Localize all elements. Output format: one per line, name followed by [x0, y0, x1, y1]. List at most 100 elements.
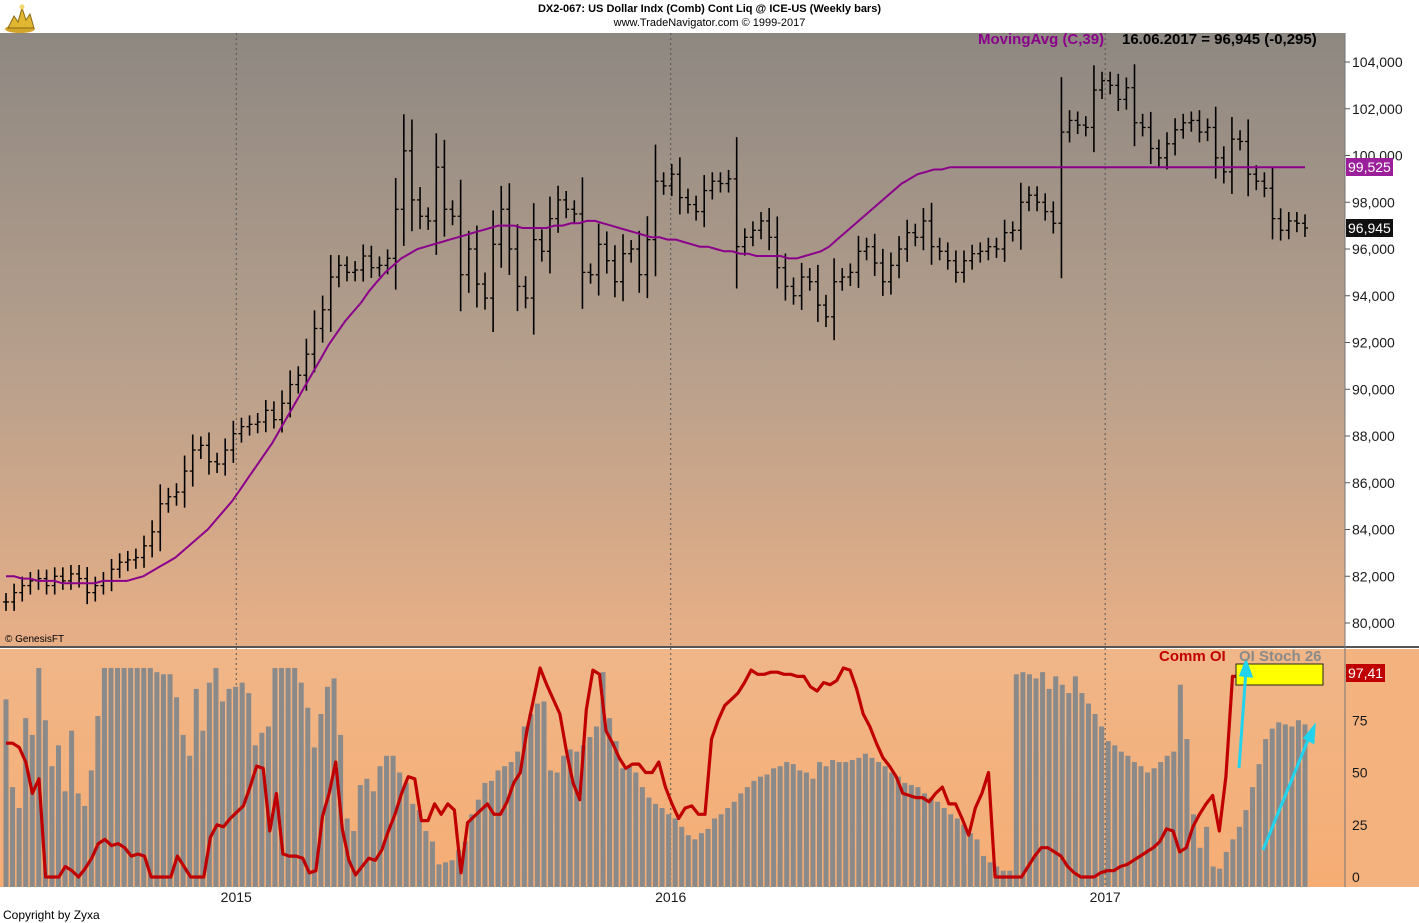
oi-stoch-bar	[935, 801, 941, 887]
oi-stoch-bar	[134, 668, 140, 887]
price-bar	[1261, 172, 1268, 198]
oi-stoch-bar	[941, 808, 947, 887]
oi-stoch-bar	[108, 668, 114, 887]
price-bar	[1139, 113, 1146, 137]
oi-stoch-bar	[226, 688, 232, 887]
price-bar	[839, 268, 846, 291]
oi-stoch-bar	[167, 674, 173, 887]
oi-stoch-bar	[482, 782, 488, 887]
oi-stoch-bar	[410, 803, 416, 887]
price-bar	[595, 223, 602, 296]
x-tick-label: 2015	[221, 889, 252, 905]
price-bar	[189, 434, 196, 487]
price-bar	[887, 252, 894, 295]
price-bar	[668, 163, 675, 197]
indicator-axis-bg	[1345, 649, 1419, 887]
oi-stoch-bar	[1151, 768, 1157, 887]
oi-stoch-bar	[69, 730, 75, 887]
oi-stoch-bar	[1046, 688, 1052, 887]
price-bar	[360, 244, 367, 282]
price-bar	[1042, 193, 1049, 221]
price-bar	[863, 237, 870, 261]
price-bar	[246, 415, 253, 436]
price-bar	[1009, 221, 1016, 242]
price-bar	[19, 576, 26, 602]
oi-stoch-bar	[3, 699, 9, 887]
oi-stoch-bar	[403, 782, 409, 887]
oi-stoch-bar	[55, 745, 61, 887]
price-tick-label: 102,000	[1352, 101, 1403, 117]
price-bar	[1066, 110, 1073, 143]
price-tick-label: 86,000	[1352, 475, 1395, 491]
price-bar	[441, 139, 448, 237]
price-bar	[936, 237, 943, 261]
oi-stoch-bar	[1053, 676, 1059, 887]
oi-stoch-bar	[830, 759, 836, 887]
chart-subtitle: www.TradeNavigator.com © 1999-2017	[613, 17, 806, 29]
oi-stoch-bar	[1250, 787, 1256, 887]
oi-stoch-bar	[488, 780, 494, 887]
price-bar	[319, 295, 326, 343]
oi-stoch-bar	[1092, 713, 1098, 887]
price-bar	[530, 203, 537, 335]
price-bar	[628, 240, 635, 263]
price-bar	[644, 216, 651, 299]
price-bar	[563, 190, 570, 219]
price-bar	[758, 212, 765, 240]
oi-stoch-bar	[364, 778, 370, 887]
price-bar	[684, 188, 691, 214]
legend-last-value: 16.06.2017 = 96,945 (-0,295)	[1122, 31, 1317, 48]
price-bar	[368, 245, 375, 278]
oi-stoch-bar	[1079, 693, 1085, 887]
price-tick-label: 98,000	[1352, 194, 1395, 210]
price-tick-label: 80,000	[1352, 615, 1395, 631]
price-bar	[343, 256, 350, 282]
price-bar	[157, 484, 164, 552]
oi-stoch-bar	[593, 726, 599, 887]
price-bar	[969, 244, 976, 270]
price-bar	[790, 277, 797, 305]
price-bar	[311, 310, 318, 373]
oi-stoch-bar	[101, 668, 107, 887]
oi-stoch-bar	[508, 762, 514, 887]
price-bar	[725, 169, 732, 193]
price-bar	[546, 196, 553, 274]
price-bar	[766, 208, 773, 251]
price-bar	[814, 264, 821, 322]
trend-arrow-1	[1237, 657, 1254, 769]
price-bar	[449, 200, 456, 226]
price-bar	[879, 248, 886, 296]
oi-stoch-bar	[666, 814, 672, 887]
oi-stoch-bar	[744, 787, 750, 887]
oi-stoch-bar	[889, 772, 895, 887]
oi-stoch-bar	[1190, 814, 1196, 887]
price-bar	[822, 294, 829, 328]
oi-stoch-bar	[1230, 839, 1236, 887]
trend-arrow-2	[1261, 722, 1316, 851]
legend-oi-stoch: OI Stoch 26	[1239, 648, 1322, 665]
oi-stoch-bar	[1158, 762, 1164, 887]
price-bar	[847, 263, 854, 286]
price-bar	[1099, 71, 1106, 99]
oi-stoch-bar	[259, 732, 265, 887]
highlight-box	[1235, 663, 1324, 686]
oi-stoch-bar	[1204, 826, 1210, 887]
price-bar	[1050, 201, 1057, 234]
price-bar	[660, 172, 667, 195]
oi-stoch-bar	[757, 776, 763, 887]
oi-stoch-bar	[1040, 672, 1046, 887]
oi-stoch-bar	[908, 785, 914, 887]
oi-stoch-bar	[1217, 868, 1223, 887]
price-bar	[124, 550, 131, 572]
oi-stoch-bar	[298, 682, 304, 887]
indicator-tick-label: 50	[1352, 765, 1368, 781]
price-axis-bg	[1345, 33, 1419, 647]
oi-stoch-bar	[1086, 703, 1091, 887]
oi-stoch-bar	[200, 730, 206, 887]
price-bar	[230, 420, 237, 463]
oi-stoch-bar	[1263, 739, 1269, 887]
oi-stoch-bar	[587, 736, 593, 887]
price-bar	[928, 202, 935, 265]
oi-stoch-bar	[613, 741, 619, 887]
price-tick-label: 82,000	[1352, 568, 1395, 584]
